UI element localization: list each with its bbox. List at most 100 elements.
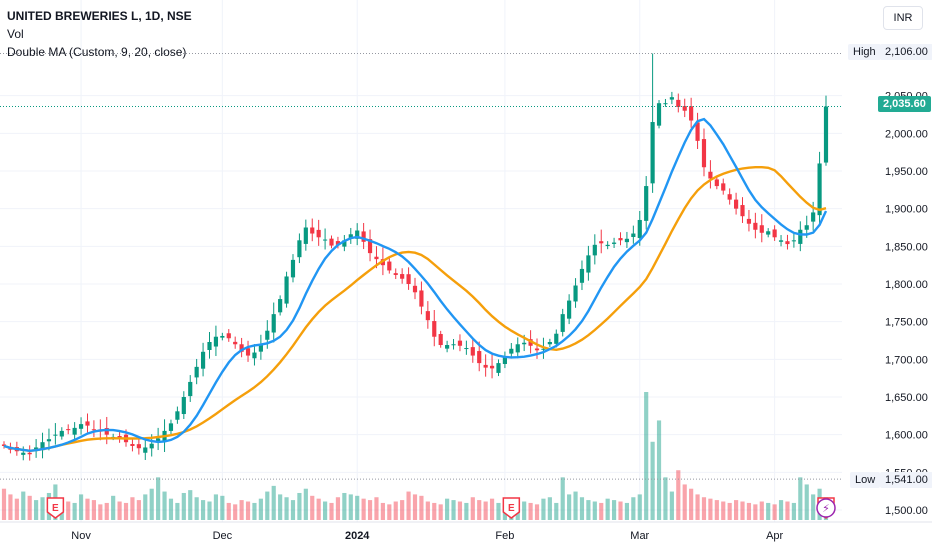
candle-body (66, 429, 71, 431)
volume-bar (592, 501, 597, 520)
volume-bar (149, 488, 154, 520)
candle-body (374, 256, 379, 260)
volume-bar (220, 495, 225, 520)
volume-bar (457, 501, 463, 520)
ma-legend: Double MA (Custom, 9, 20, close) (7, 45, 187, 59)
volume-bar (323, 501, 328, 520)
volume-bar (72, 502, 77, 520)
volume-bar (624, 502, 630, 520)
candle-body (656, 103, 662, 126)
candle-body (367, 239, 373, 254)
candle-body (791, 240, 796, 242)
volume-bar (233, 504, 238, 520)
candle-body (496, 363, 501, 373)
price-tick-label: 1,650.00 (885, 392, 928, 404)
volume-bar (406, 491, 411, 520)
volume-bar (168, 498, 174, 520)
volume-bar (663, 477, 668, 520)
low-label: Low (850, 472, 881, 488)
volume-bar (143, 494, 148, 520)
volume-bar (714, 500, 719, 520)
candle-body (541, 348, 546, 350)
volume-bar (599, 502, 604, 520)
candle-body (708, 171, 713, 179)
volume-bar (361, 498, 366, 520)
volume-bar (464, 502, 469, 520)
currency-button[interactable]: INR (883, 6, 923, 30)
volume-bar (14, 498, 19, 520)
candle-body (335, 241, 341, 245)
volume-bar (425, 501, 430, 520)
candle-body (188, 381, 193, 397)
price-tick-label: 1,900.00 (885, 204, 928, 216)
volume-bar (8, 494, 13, 520)
volume-bar (746, 502, 752, 520)
volume-bar (200, 500, 206, 520)
candle-body (817, 163, 822, 216)
candle-body (400, 274, 405, 279)
earnings-marker-label: E (52, 503, 59, 514)
time-axis: Nov Dec 2024 Feb Mar Apr (0, 521, 932, 542)
candle-body (181, 397, 186, 415)
candle-body (701, 139, 707, 168)
volume-bar (804, 484, 809, 520)
time-tick-label: Mar (630, 530, 649, 542)
candle-body (290, 259, 296, 278)
candle-body (605, 244, 610, 247)
volume-bar (496, 502, 501, 520)
price-tick-label: 1,950.00 (885, 166, 928, 178)
volume-bar (759, 501, 764, 520)
volume-bar (528, 502, 533, 520)
candle-body (21, 452, 26, 455)
volume-bar (297, 492, 302, 520)
earnings-marker-label: E (508, 503, 515, 514)
time-tick-label: Nov (71, 530, 91, 542)
earnings-marker (46, 497, 65, 519)
volume-bar (766, 502, 771, 520)
candle-body (85, 421, 90, 426)
price-guides (0, 52, 842, 480)
volume-bar (278, 494, 283, 520)
candle-body (470, 347, 475, 356)
volume-bars (1, 392, 829, 520)
time-tick-label: Dec (213, 530, 233, 542)
price-axis-bg (842, 0, 932, 550)
volume-bar (611, 500, 617, 520)
volume-bar (117, 501, 122, 520)
dividend-marker-icon: ⚡ (822, 502, 830, 515)
candle-body (573, 285, 578, 302)
price-tick-label: 1,800.00 (885, 279, 928, 291)
volume-bar (175, 502, 180, 520)
candle-body (72, 427, 77, 435)
candle-body (310, 227, 315, 234)
price-tick-label: 1,750.00 (885, 317, 928, 329)
volume-bar (811, 494, 816, 520)
candle-body (457, 340, 463, 346)
volume-bar (554, 502, 559, 520)
candle-body (618, 238, 623, 241)
candle-body (740, 205, 745, 217)
volume-bar (284, 497, 289, 520)
symbol-title: UNITED BREWERIES L, 1D, NSE (7, 9, 192, 23)
volume-bar (85, 498, 90, 520)
candle-body (220, 335, 225, 338)
candle-body (586, 255, 591, 273)
volume-bar (303, 488, 308, 520)
candle-body (811, 212, 816, 222)
low-value: 1,541.00 (880, 472, 932, 488)
candle-body (759, 225, 764, 233)
candle-body (804, 225, 809, 230)
volume-bar (290, 500, 296, 520)
volume-bar (400, 500, 405, 520)
volume-bar (213, 494, 219, 520)
event-markers: EEE⚡ (46, 497, 836, 519)
candle-body (477, 351, 482, 364)
volume-bar (348, 494, 353, 520)
volume-bar (778, 500, 784, 520)
candle-body (567, 300, 572, 319)
volume-bar (541, 498, 546, 520)
candle-body (772, 229, 777, 238)
candle-body (592, 244, 597, 256)
volume-bar (34, 500, 39, 520)
